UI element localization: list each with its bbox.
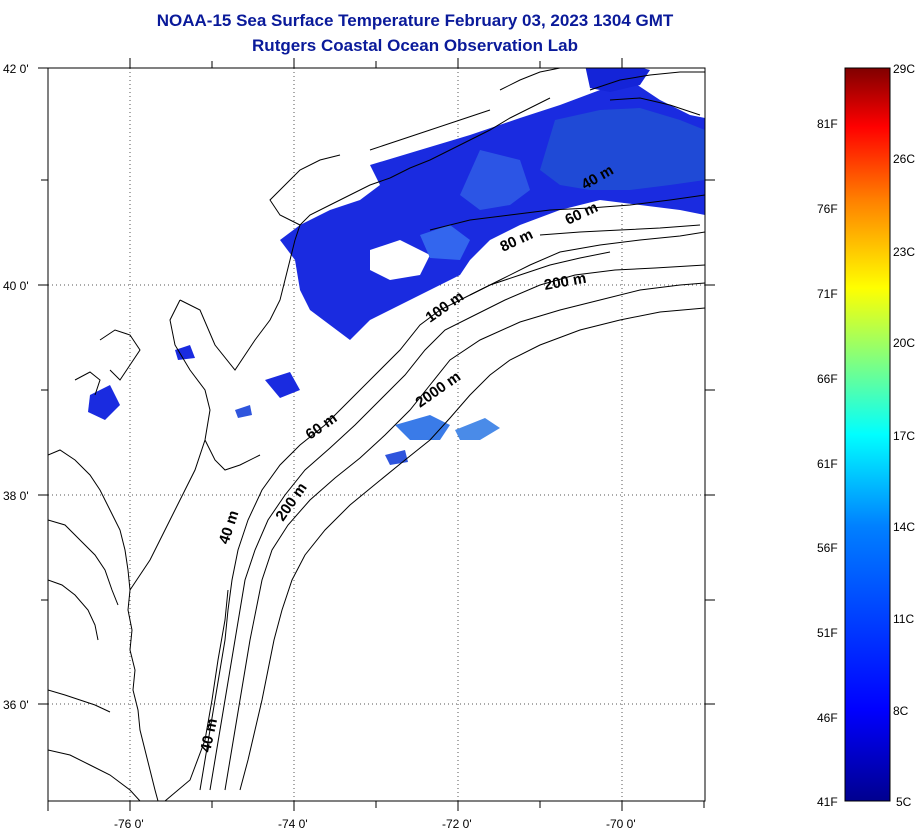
colorbar-c-labels: 29C 26C 23C 20C 17C 14C 11C 8C 5C	[893, 62, 915, 809]
colorbar-gradient	[844, 67, 891, 802]
colorbar-f-label: 76F	[817, 202, 838, 216]
colorbar-c-label: 8C	[893, 704, 909, 718]
lon-label: -70 0'	[606, 817, 636, 831]
colorbar-c-label: 20C	[893, 336, 915, 350]
contour-label: 200 m	[272, 480, 310, 525]
colorbar-f-label: 81F	[817, 117, 838, 131]
lon-label: -72 0'	[442, 817, 472, 831]
colorbar-f-labels: 81F 76F 71F 66F 61F 56F 51F 46F 41F	[817, 117, 838, 809]
bathymetry-contours	[164, 194, 705, 801]
contour-label: 200 m	[543, 270, 588, 294]
lat-label: 42 0'	[3, 62, 29, 76]
lat-label: 40 0'	[3, 279, 29, 293]
sst-data-region	[88, 68, 705, 465]
colorbar-c-label: 11C	[893, 612, 914, 626]
map-subtitle: Rutgers Coastal Ocean Observation Lab	[252, 36, 578, 55]
lon-label: -76 0'	[114, 817, 144, 831]
colorbar-c-label: 14C	[893, 520, 915, 534]
colorbar-f-label: 66F	[817, 372, 838, 386]
lon-label: -74 0'	[278, 817, 308, 831]
contour-label: 40 m	[216, 508, 243, 546]
colorbar-f-label: 56F	[817, 541, 838, 555]
colorbar-c-label: 5C	[896, 795, 912, 809]
colorbar-f-label: 71F	[817, 287, 838, 301]
lat-label: 36 0'	[3, 698, 29, 712]
colorbar: 81F 76F 71F 66F 61F 56F 51F 46F 41F 29C …	[817, 62, 915, 809]
colorbar-f-label: 41F	[817, 795, 838, 809]
map-title: NOAA-15 Sea Surface Temperature February…	[156, 11, 674, 30]
lon-labels: -76 0' -74 0' -72 0' -70 0'	[114, 817, 636, 831]
colorbar-c-label: 23C	[893, 245, 915, 259]
lat-labels: 42 0' 40 0' 38 0' 36 0'	[3, 62, 29, 712]
contour-label: 100 m	[423, 288, 468, 326]
axis-ticks	[38, 58, 715, 811]
lat-label: 38 0'	[3, 489, 29, 503]
colorbar-f-label: 51F	[817, 626, 838, 640]
colorbar-f-label: 61F	[817, 457, 838, 471]
colorbar-c-label: 26C	[893, 152, 915, 166]
coastline	[48, 68, 705, 801]
contour-label: 40 m	[197, 717, 221, 754]
colorbar-f-label: 46F	[817, 711, 838, 725]
colorbar-c-label: 17C	[893, 429, 915, 443]
colorbar-c-label: 29C	[893, 62, 915, 76]
